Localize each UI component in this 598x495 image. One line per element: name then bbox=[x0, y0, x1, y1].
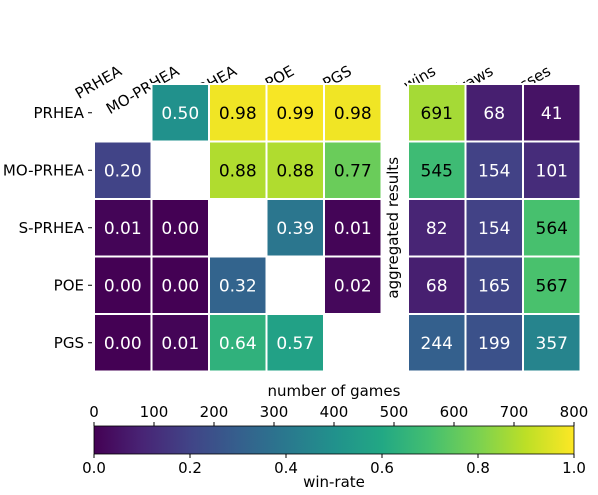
win-rate-cell-prhea-vs-mo-prhea bbox=[150, 83, 210, 143]
games-cell-poe-losses bbox=[522, 255, 582, 315]
win-rate-value: 0.88 bbox=[276, 161, 314, 181]
games-tick-label: 100 bbox=[140, 403, 169, 421]
row-label-poe: POE bbox=[54, 276, 84, 294]
win-rate-cell-mo-prhea-vs-prhea bbox=[93, 140, 153, 200]
win-rate-cell-s-prhea-vs-poe bbox=[265, 198, 325, 258]
win-rate-tick-label: 0.2 bbox=[178, 459, 202, 477]
row-label-pgs: PGS bbox=[54, 334, 84, 352]
win-rate-cell-prhea-vs-s-prhea bbox=[208, 83, 268, 143]
games-value: 564 bbox=[536, 219, 568, 239]
win-rate-value: 0.00 bbox=[104, 334, 142, 354]
games-value: 691 bbox=[421, 104, 453, 124]
win-rate-cell-poe-vs-pgs bbox=[323, 255, 383, 315]
win-rate-value: 0.98 bbox=[334, 104, 372, 124]
row-label-s-prhea: S-PRHEA bbox=[19, 219, 85, 237]
games-value: 82 bbox=[426, 219, 448, 239]
win-rate-value: 0.02 bbox=[334, 276, 372, 296]
win-rate-value: 0.57 bbox=[276, 334, 314, 354]
games-tick-label: 800 bbox=[560, 403, 589, 421]
games-tick-label: 0 bbox=[89, 403, 99, 421]
win-rate-value: 0.39 bbox=[276, 219, 314, 239]
win-rate-value: 0.32 bbox=[219, 276, 257, 296]
win-rate-value: 0.00 bbox=[104, 276, 142, 296]
colorbar: 0 100 200 300 400 500 600 700 800 number of games… bbox=[82, 382, 589, 491]
win-rate-tick-label: 1.0 bbox=[562, 459, 586, 477]
games-value: 567 bbox=[536, 276, 568, 296]
games-cell-pgs-losses bbox=[522, 313, 582, 373]
games-value: 68 bbox=[426, 276, 448, 296]
games-tick-label: 200 bbox=[200, 403, 229, 421]
win-rate-value: 0.77 bbox=[334, 161, 372, 181]
win-rate-cell-pgs-vs-prhea bbox=[93, 313, 153, 373]
games-cell-pgs-wins bbox=[407, 313, 467, 373]
win-rate-cell-pgs-vs-poe bbox=[265, 313, 325, 373]
games-value: 199 bbox=[478, 334, 510, 354]
number-of-games-label: number of games bbox=[268, 382, 401, 400]
games-value: 101 bbox=[536, 161, 568, 181]
win-rate-cell-prhea-vs-pgs bbox=[323, 83, 383, 143]
games-value: 68 bbox=[483, 104, 505, 124]
win-rate-cell-pgs-vs-s-prhea bbox=[208, 313, 268, 373]
win-rate-cell-s-prhea-vs-pgs bbox=[323, 198, 383, 258]
win-rate-value: 0.99 bbox=[276, 104, 314, 124]
games-value: 357 bbox=[536, 334, 568, 354]
win-rate-value: 0.01 bbox=[104, 219, 142, 239]
win-rate-cell-poe-vs-s-prhea bbox=[208, 255, 268, 315]
win-rate-value: 0.20 bbox=[104, 161, 142, 181]
row-label-prhea: PRHEA bbox=[34, 104, 85, 122]
games-value: 545 bbox=[421, 161, 453, 181]
games-value: 154 bbox=[478, 161, 510, 181]
win-rate-value: 0.50 bbox=[161, 104, 199, 124]
win-rate-matrix: PRHEAMO-PRHEAS-PRHEAPOEPGSPRHEAMO-PRHEAS… bbox=[3, 62, 383, 373]
games-value: 244 bbox=[421, 334, 453, 354]
win-rate-cell-poe-vs-mo-prhea bbox=[150, 255, 210, 315]
games-value: 41 bbox=[541, 104, 563, 124]
games-cell-mo-prhea-losses bbox=[522, 140, 582, 200]
games-tick-label: 600 bbox=[440, 403, 469, 421]
win-rate-cell-poe-vs-prhea bbox=[93, 255, 153, 315]
win-rate-tick-label: 0.0 bbox=[82, 459, 106, 477]
aggregated-results-label: aggregated results bbox=[384, 157, 402, 299]
games-tick-label: 300 bbox=[260, 403, 289, 421]
win-rate-value: 0.01 bbox=[334, 219, 372, 239]
win-rate-value: 0.88 bbox=[219, 161, 257, 181]
win-rate-cell-pgs-vs-mo-prhea bbox=[150, 313, 210, 373]
games-cell-mo-prhea-wins bbox=[407, 140, 467, 200]
win-rate-label: win-rate bbox=[303, 473, 365, 490]
win-rate-cell-mo-prhea-vs-pgs bbox=[323, 140, 383, 200]
games-value: 165 bbox=[478, 276, 510, 296]
win-rate-value: 0.98 bbox=[219, 104, 257, 124]
win-rate-value: 0.01 bbox=[161, 334, 199, 354]
win-rate-value: 0.64 bbox=[219, 334, 257, 354]
win-rate-value: 0.00 bbox=[161, 276, 199, 296]
win-rate-value: 0.00 bbox=[161, 219, 199, 239]
win-rate-tick-label: 0.6 bbox=[370, 459, 394, 477]
games-value: 154 bbox=[478, 219, 510, 239]
games-tick-label: 400 bbox=[320, 403, 349, 421]
games-tick-label: 700 bbox=[500, 403, 529, 421]
colorbar-gradient bbox=[93, 425, 575, 455]
row-label-mo-prhea: MO-PRHEA bbox=[3, 161, 85, 179]
win-rate-cell-mo-prhea-vs-s-prhea bbox=[208, 140, 268, 200]
win-rate-cell-prhea-vs-poe bbox=[265, 83, 325, 143]
win-rate-tick-label: 0.8 bbox=[466, 459, 490, 477]
win-rate-tick-label: 0.4 bbox=[274, 459, 298, 477]
games-tick-label: 500 bbox=[380, 403, 409, 421]
